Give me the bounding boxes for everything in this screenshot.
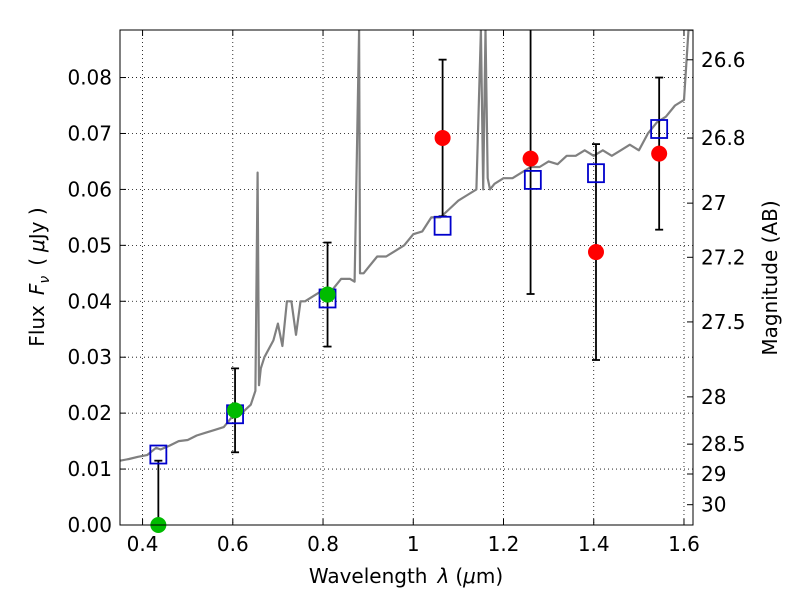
spectrum-layer <box>120 30 693 462</box>
y-tick-label: 0.06 <box>67 177 112 201</box>
x-tick-label: 1 <box>407 532 420 556</box>
x-tick-label: 0.6 <box>217 532 249 556</box>
tick-layer: 0.4 0.6 0.8 1 1.2 1.4 1.6 0.00 0.01 0.02 0.03 0.04 0… <box>67 30 746 556</box>
observed-point-red <box>434 129 451 146</box>
y-tick-label: 0.02 <box>67 401 112 425</box>
observed-point-red <box>522 150 539 167</box>
x-tick-label: 0.4 <box>127 532 159 556</box>
plot-frame <box>119 29 694 526</box>
points-layer <box>149 119 669 533</box>
y-tick-label: 0.00 <box>67 513 112 537</box>
y-tick-label: 0.07 <box>67 121 112 145</box>
model-point <box>433 215 452 236</box>
right-tick-label: 26.6 <box>701 48 746 72</box>
x-tick-label: 0.8 <box>307 532 339 556</box>
right-tick-label: 30 <box>701 493 726 517</box>
observed-point-green <box>319 286 336 303</box>
model-point <box>523 169 542 190</box>
y-tick-label: 0.08 <box>67 66 112 90</box>
x-tick-label: 1.2 <box>488 532 520 556</box>
spectrum-line <box>120 30 693 462</box>
y-axis-label-left: FluxFν(μJy ) <box>25 207 53 346</box>
right-tick-label: 27.2 <box>701 245 746 269</box>
model-point <box>149 444 168 465</box>
model-point <box>587 163 605 184</box>
observed-point-red <box>587 244 604 261</box>
observed-point-green <box>227 402 244 419</box>
y-tick-label: 0.03 <box>67 345 112 369</box>
y-tick-label: 0.01 <box>67 457 112 481</box>
grid-lines <box>120 30 693 526</box>
x-axis-label: Wavelength λ (μm) <box>309 564 503 588</box>
right-tick-label: 28 <box>701 385 726 409</box>
right-tick-label: 27 <box>701 191 726 215</box>
right-tick-label: 27.5 <box>701 310 746 334</box>
error-bar-layer <box>154 30 664 525</box>
model-point <box>650 119 669 139</box>
right-tick-label: 28.5 <box>701 432 746 456</box>
y-axis-label-right: Magnitude (AB) <box>758 200 782 355</box>
x-tick-label: 1.4 <box>578 532 610 556</box>
y-tick-label: 0.05 <box>67 233 112 257</box>
observed-point-red <box>651 145 668 162</box>
y-tick-label: 0.04 <box>67 289 112 313</box>
right-tick-label: 26.8 <box>701 126 746 150</box>
x-tick-label: 1.6 <box>668 532 700 556</box>
right-tick-label: 29 <box>701 462 726 486</box>
